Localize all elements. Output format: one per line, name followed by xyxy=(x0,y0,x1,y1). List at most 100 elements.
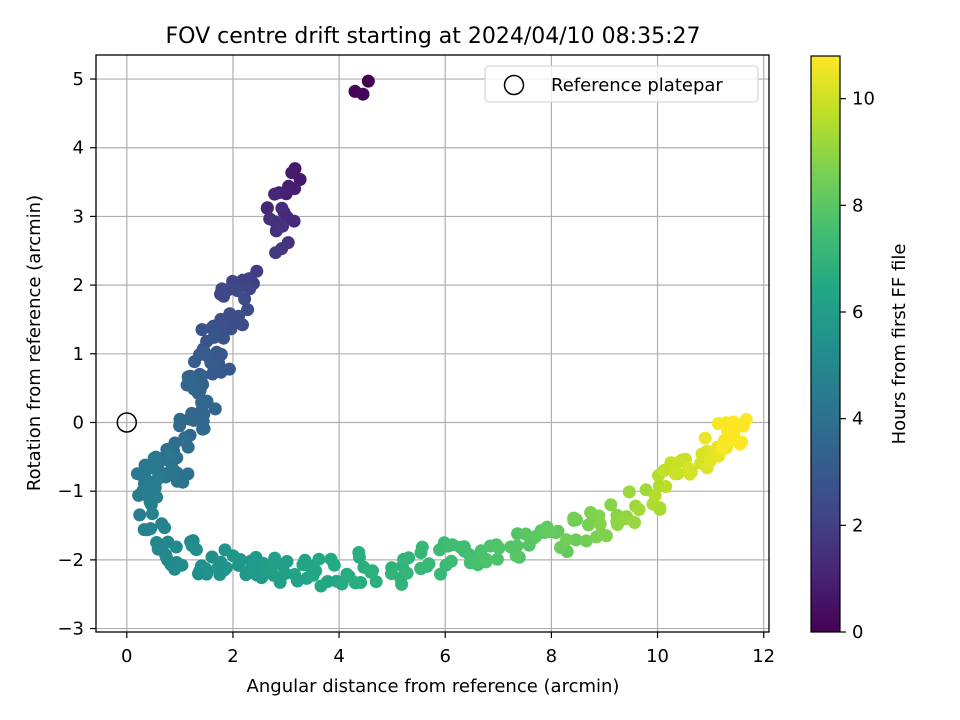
legend: Reference platepar xyxy=(484,65,759,103)
data-point xyxy=(422,557,436,571)
data-point xyxy=(369,575,383,589)
data-point xyxy=(179,435,193,448)
data-point xyxy=(593,517,607,531)
data-point xyxy=(145,461,159,475)
y-tick-label: 3 xyxy=(73,206,84,227)
data-point xyxy=(349,576,363,590)
y-tick-label: −2 xyxy=(57,550,84,571)
data-point xyxy=(698,431,712,445)
data-point xyxy=(400,566,414,580)
data-point xyxy=(260,201,274,215)
data-point xyxy=(242,272,256,286)
x-axis-ticks: 0 2 4 6 8 10 12 xyxy=(121,632,775,667)
colorbar-ticks: 0 2 4 6 8 10 xyxy=(840,89,875,643)
legend-label: Reference platepar xyxy=(551,75,723,96)
data-point xyxy=(145,507,159,521)
data-point xyxy=(628,516,641,529)
y-tick-label: 1 xyxy=(73,344,84,365)
data-point xyxy=(158,521,172,535)
data-point xyxy=(385,567,398,581)
data-point xyxy=(268,551,282,565)
data-point xyxy=(352,546,366,559)
data-point xyxy=(208,402,222,416)
scatter-points xyxy=(130,74,753,593)
data-point xyxy=(724,427,738,441)
data-point xyxy=(133,508,147,522)
x-tick-label: 0 xyxy=(121,646,132,667)
legend-marker-icon xyxy=(503,74,525,96)
data-point xyxy=(604,498,618,512)
x-tick-label: 8 xyxy=(546,646,557,667)
data-point xyxy=(196,414,210,428)
data-point xyxy=(143,495,157,509)
data-point xyxy=(195,323,209,337)
x-tick-label: 2 xyxy=(227,646,238,667)
y-tick-label: 2 xyxy=(73,275,84,296)
data-point xyxy=(285,166,299,180)
data-point xyxy=(622,485,636,499)
data-point xyxy=(519,527,533,541)
chart-title: FOV centre drift starting at 2024/04/10 … xyxy=(166,24,701,49)
data-point xyxy=(479,552,493,566)
data-point xyxy=(241,303,255,317)
data-point xyxy=(659,480,673,493)
data-point xyxy=(280,555,294,568)
data-point xyxy=(176,475,190,489)
data-point xyxy=(151,542,165,556)
colorbar-tick-label: 0 xyxy=(852,622,863,643)
x-tick-label: 12 xyxy=(752,646,775,667)
data-point xyxy=(490,552,504,566)
data-point xyxy=(175,558,189,572)
colorbar-tick-label: 8 xyxy=(852,195,863,216)
data-point xyxy=(288,568,302,581)
x-axis-title: Angular distance from reference (arcmin) xyxy=(247,676,620,697)
data-point xyxy=(204,356,218,370)
data-point xyxy=(187,381,201,395)
data-point xyxy=(207,330,221,344)
data-point xyxy=(217,331,230,345)
data-point xyxy=(468,554,482,568)
data-point xyxy=(579,534,593,548)
colorbar-tick-label: 2 xyxy=(852,515,863,536)
data-point xyxy=(159,550,173,564)
colorbar-tick-label: 6 xyxy=(852,302,863,323)
data-point xyxy=(196,344,210,358)
data-point xyxy=(233,553,247,566)
data-point xyxy=(415,540,429,554)
data-point xyxy=(509,549,523,563)
data-point xyxy=(724,418,738,432)
data-point xyxy=(200,564,214,578)
data-point xyxy=(632,503,646,517)
colorbar-gradient xyxy=(810,55,841,633)
data-point xyxy=(217,316,231,330)
colorbar-tick-label: 4 xyxy=(852,409,863,430)
data-point xyxy=(402,551,416,565)
data-point xyxy=(610,515,624,528)
data-point xyxy=(734,418,748,432)
x-tick-label: 4 xyxy=(333,646,344,667)
data-point xyxy=(361,74,375,88)
y-tick-label: 4 xyxy=(73,138,84,159)
data-point xyxy=(356,87,370,101)
data-point xyxy=(268,187,282,201)
data-point xyxy=(269,246,283,260)
y-axis-ticks: −3 −2 −1 0 1 2 3 4 5 xyxy=(57,69,96,640)
data-point xyxy=(238,292,252,306)
data-point xyxy=(130,467,144,481)
data-point xyxy=(670,456,684,470)
data-point xyxy=(189,543,203,557)
data-point xyxy=(446,538,459,552)
x-tick-label: 6 xyxy=(440,646,451,667)
data-point xyxy=(489,538,503,552)
data-point xyxy=(275,201,289,215)
data-point xyxy=(681,461,695,475)
data-point xyxy=(195,396,209,409)
data-point xyxy=(219,561,233,575)
colorbar: 0 2 4 6 8 10 Hours from first FF file xyxy=(810,55,910,643)
data-point xyxy=(304,568,318,582)
plot-frame xyxy=(95,54,770,633)
y-tick-label: −1 xyxy=(57,481,84,502)
data-point xyxy=(327,558,341,572)
